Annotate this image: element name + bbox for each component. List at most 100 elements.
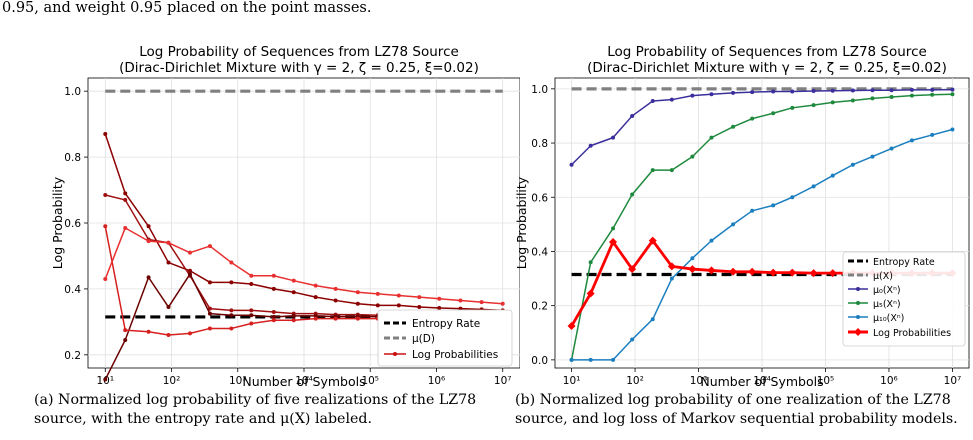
b-series-2-point (830, 173, 835, 178)
b-series-3-point (667, 262, 676, 271)
a-series-4-point (146, 239, 151, 244)
b-series-2-point (690, 256, 695, 261)
a-ytick-label: 0.4 (64, 284, 81, 296)
chart-b-legend-box (842, 251, 966, 347)
preceding-text-line: 0.95, and weight 0.95 placed on the poin… (2, 0, 372, 16)
b-series-1-point (870, 96, 875, 101)
b-series-3-point (567, 321, 576, 330)
b-series-1-point (669, 168, 674, 173)
a-series-2-point (207, 311, 212, 316)
chart-b-svg: Log Probability of Sequences from LZ78 S… (514, 44, 970, 389)
a-series-0-point (437, 306, 442, 311)
b-series-3-point (748, 267, 757, 276)
b-series-1-point (771, 111, 776, 116)
a-series-4-point (123, 225, 128, 230)
legend-b-mu-label: μ(X) (873, 271, 893, 282)
caption-b-line2: source, and log loss of Markov sequentia… (515, 411, 958, 427)
chart-a-title: Log Probability of Sequences from LZ78 S… (139, 44, 459, 60)
a-xtick-label: 10⁴ (295, 375, 313, 387)
b-series-2-point (870, 154, 875, 159)
a-series-0-point (375, 303, 380, 308)
b-ytick-label: 0.6 (531, 192, 548, 204)
b-series-0-point (930, 87, 935, 92)
b-series-3-point (769, 268, 778, 277)
a-series-3-point (146, 329, 151, 334)
a-series-4-point (187, 250, 192, 255)
a-series-0-point (187, 268, 192, 273)
a-series-4-point (229, 260, 234, 265)
chart-a-legend-box (377, 309, 513, 367)
b-series-2-point (750, 208, 755, 213)
b-series-3-point (788, 268, 797, 277)
a-series-3-point (103, 224, 108, 229)
b-series-1-point (750, 116, 755, 121)
b-series-0-point (909, 87, 914, 92)
b-series-2-point (569, 357, 574, 362)
a-series-4-point (103, 277, 108, 282)
a-series-1-point (123, 197, 128, 202)
b-series-2-point (650, 317, 655, 322)
a-series-0-point (313, 295, 318, 300)
b-series-2-point (811, 184, 816, 189)
b-ytick-label: 1.0 (531, 84, 548, 96)
b-series-line-0 (571, 88, 953, 166)
legend-b-entropy-label: Entropy Rate (873, 257, 935, 268)
legend-a-logprob-label: Log Probabilities (412, 349, 498, 361)
a-series-4-point (333, 286, 338, 291)
b-series-3-point (586, 289, 595, 298)
chart-b-subtitle: (Dirac-Dirichlet Mixture with γ = 2, ζ =… (587, 60, 947, 76)
b-series-0-point (771, 89, 776, 94)
a-series-3-point (166, 333, 171, 338)
chart-b-tick-labels: 10¹ 10² 10³ 10⁴ 10⁵ 10⁶ 10⁷ 0.0 0.2 0.4 0.6 0.8 1.0 (531, 84, 961, 387)
b-ytick-label: 0.8 (531, 138, 548, 150)
b-series-0-point (850, 88, 855, 93)
a-series-2-point (103, 377, 108, 382)
b-series-0-point (650, 99, 655, 104)
a-series-1-point (207, 306, 212, 311)
a-series-0-point (396, 303, 401, 308)
chart-a-ylabel: Log Probability (50, 176, 65, 269)
a-series-0-point (333, 298, 338, 303)
b-series-line-1 (570, 93, 953, 361)
b-series-0-point (811, 89, 816, 94)
a-xtick-label: 10⁶ (428, 375, 446, 387)
b-series-0-point (630, 113, 635, 118)
a-series-4-point (313, 283, 318, 288)
legend-b-mu0-label: μ₀(Xⁿ) (873, 285, 901, 296)
a-series-2-point (249, 313, 254, 318)
legend-a-logprob-marker (393, 352, 397, 356)
a-ytick-label: 0.8 (64, 152, 81, 164)
a-series-0-point (249, 281, 254, 286)
b-xtick-label: 10⁵ (817, 375, 835, 387)
legend-b-mu5-label: μ₅(Xⁿ) (873, 299, 901, 310)
a-ytick-label: 1.0 (64, 86, 81, 98)
b-series-1-point (889, 94, 894, 99)
caption-a-line2: source, with the entropy rate and μ(X) l… (34, 411, 372, 427)
b-series-1-point (690, 154, 695, 159)
legend-b-logprob-marker (854, 328, 862, 336)
a-series-3-point (123, 328, 128, 333)
b-xtick-label: 10⁴ (753, 375, 771, 387)
a-xtick-label: 10⁷ (494, 375, 512, 387)
b-series-2-point (930, 132, 935, 137)
a-series-0-point (103, 132, 108, 137)
chart-a-subtitle: (Dirac-Dirichlet Mixture with γ = 2, ζ =… (119, 60, 479, 76)
b-series-2-point (889, 146, 894, 151)
a-series-0-point (207, 280, 212, 285)
a-series-3-point (355, 316, 360, 321)
b-series-0-point (950, 87, 955, 92)
b-series-3-point (729, 267, 738, 276)
a-series-4-point (437, 296, 442, 301)
b-series-1-point (588, 260, 593, 265)
a-series-2-point (123, 337, 128, 342)
b-series-1-point (930, 92, 935, 97)
a-series-4-point (207, 244, 212, 249)
a-series-4-point (396, 293, 401, 298)
a-series-4-point (375, 291, 380, 296)
b-series-0-point (569, 162, 574, 167)
a-series-1-point (249, 308, 254, 313)
chart-b-xlabel: Number of Symbols (700, 374, 823, 389)
b-series-3-point (828, 269, 837, 278)
b-series-2-point (611, 357, 616, 362)
chart-a-legend: Entropy Rate μ(D) Log Probabilities (377, 309, 513, 367)
